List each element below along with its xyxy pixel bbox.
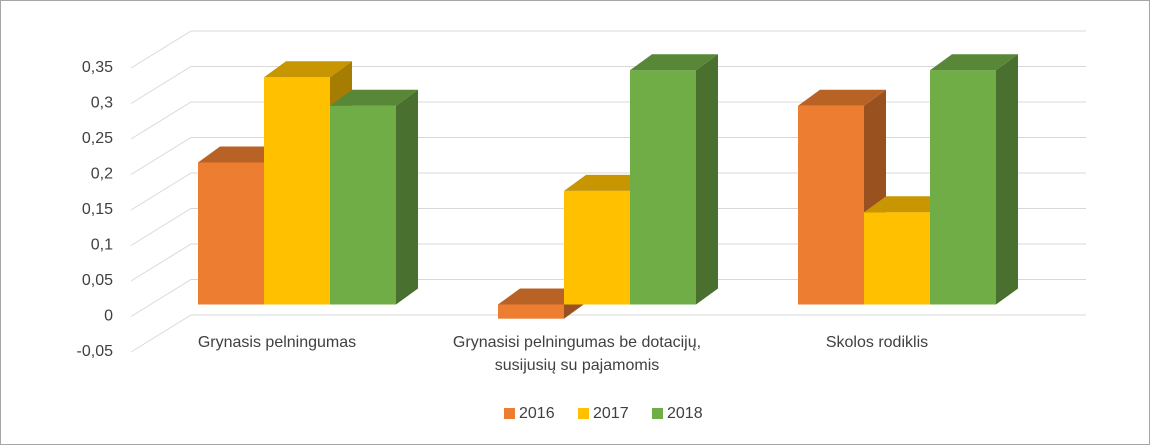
- bar-side: [396, 89, 418, 305]
- grid-line: [130, 66, 1086, 104]
- legend-label: 2018: [667, 405, 703, 422]
- bar: [798, 105, 864, 305]
- y-tick-label: 0,15: [82, 201, 113, 218]
- legend-label: 2016: [519, 405, 555, 422]
- grid-line: [130, 208, 1086, 246]
- y-tick-label: 0,3: [91, 95, 113, 112]
- legend-label: 2017: [593, 405, 629, 422]
- x-tick-label: Skolos rodiklis: [825, 334, 929, 351]
- legend-swatch: [578, 408, 589, 419]
- bar-top: [930, 54, 1018, 71]
- bar-side: [696, 54, 718, 305]
- bar-top: [798, 89, 886, 106]
- bar-side: [996, 54, 1018, 305]
- bar: [930, 70, 996, 305]
- y-tick-label: 0,35: [82, 59, 113, 76]
- grid-line: [130, 279, 1086, 317]
- y-tick-label: 0,05: [82, 272, 113, 289]
- y-tick-label: 0: [104, 308, 113, 325]
- legend-swatch: [652, 408, 663, 419]
- y-tick-label: 0,25: [82, 130, 113, 147]
- x-tick-label: Grynasisi pelningumas be dotacijų, susij…: [452, 334, 702, 374]
- bar: [498, 304, 564, 319]
- bar: [864, 212, 930, 305]
- grid-line: [130, 30, 1086, 69]
- bar: [264, 77, 330, 305]
- bar: [564, 190, 630, 305]
- y-tick-label: 0,1: [91, 237, 113, 254]
- legend-swatch: [504, 408, 515, 419]
- grid-line: [130, 172, 1086, 211]
- grid-line: [130, 137, 1086, 175]
- grid-line: [130, 314, 1086, 353]
- y-tick-label: -0,05: [77, 343, 114, 360]
- bar-top: [630, 54, 718, 71]
- bar: [630, 70, 696, 305]
- bar: [330, 105, 396, 305]
- grid-line: [130, 101, 1086, 140]
- bar-top: [330, 89, 418, 106]
- x-tick-label: Grynasis pelningumas: [197, 334, 357, 351]
- bar: [198, 162, 264, 305]
- y-tick-label: 0,2: [91, 166, 113, 183]
- bar-top: [264, 61, 352, 78]
- grid-line: [130, 243, 1086, 282]
